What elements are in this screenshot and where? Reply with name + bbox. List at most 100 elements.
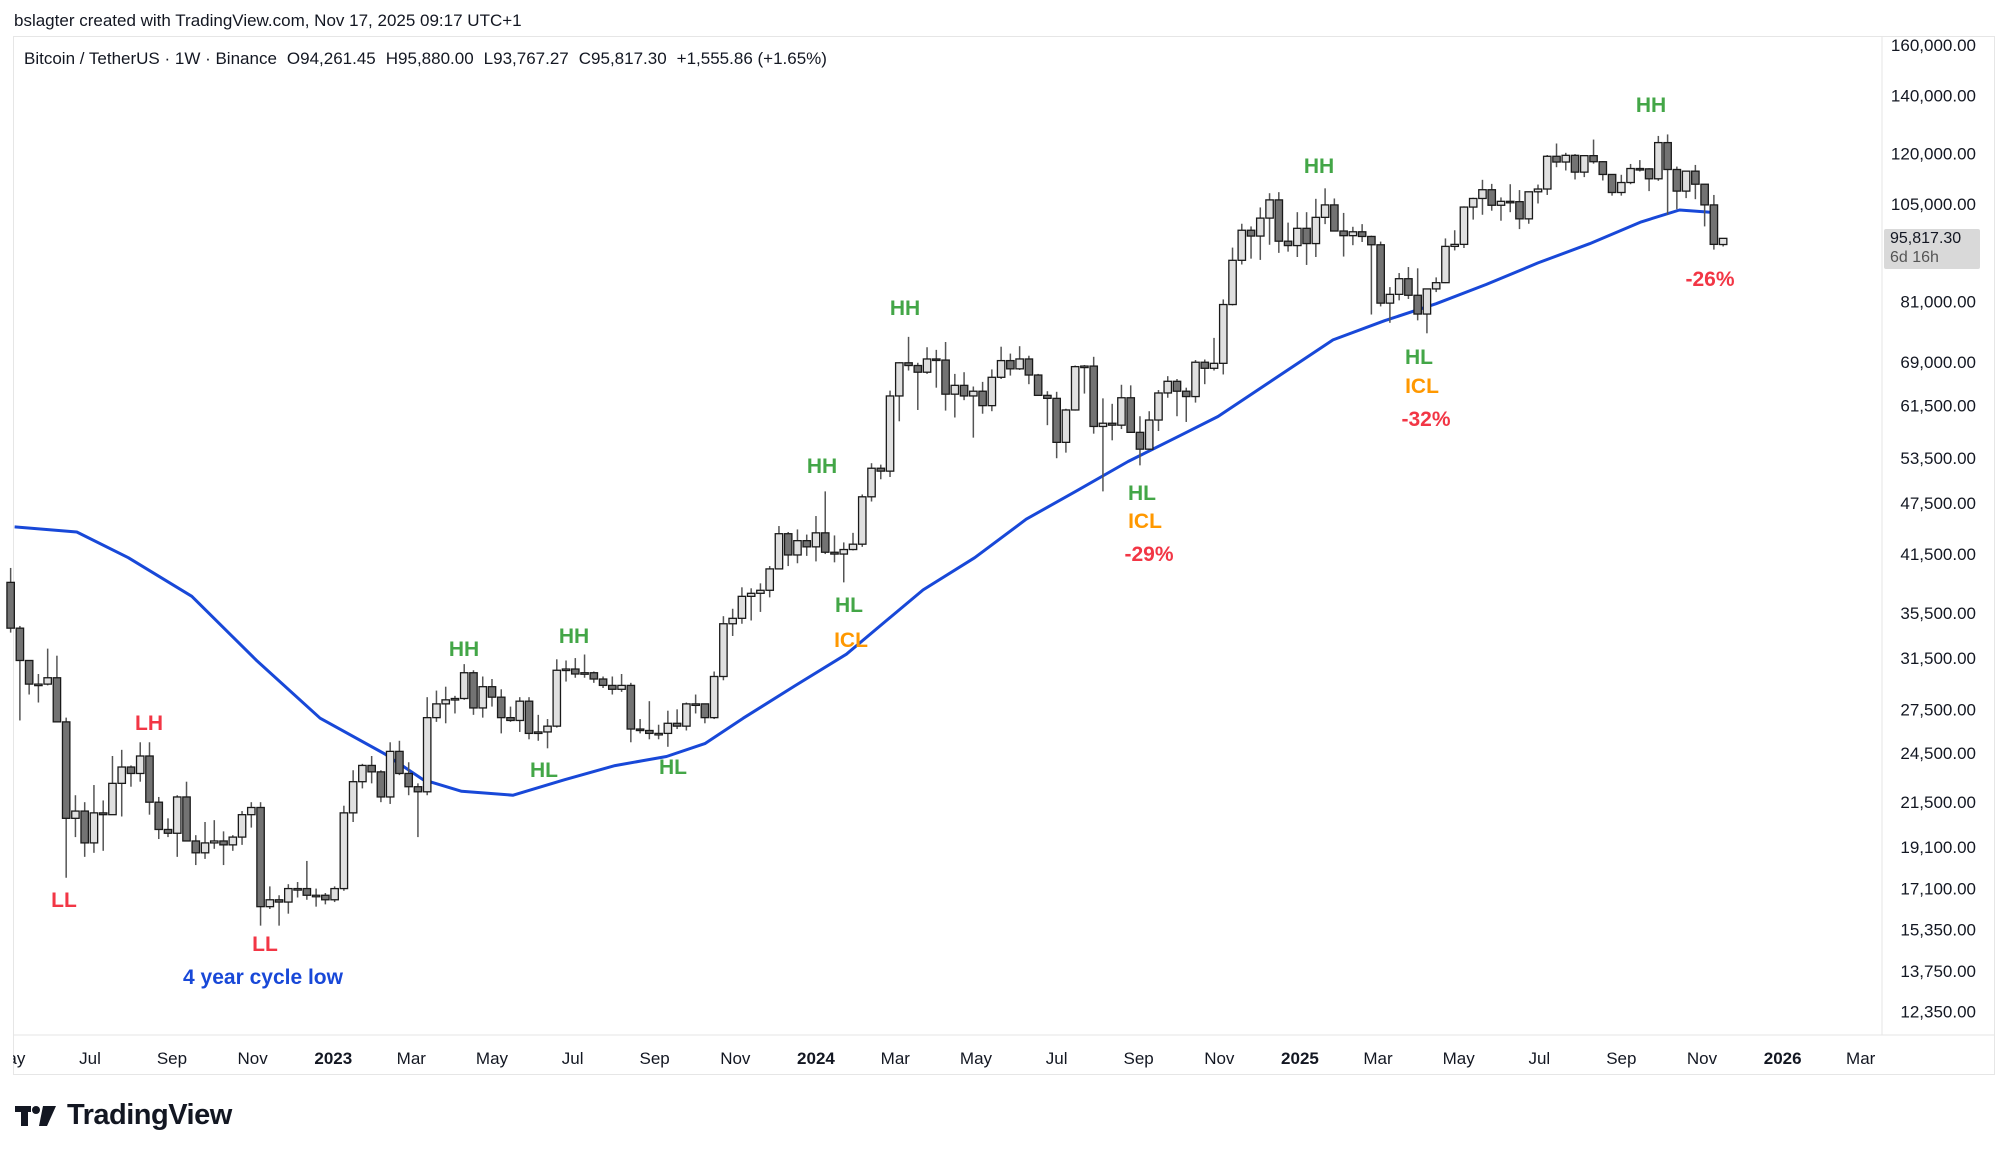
annotation-hh: HH <box>889 297 921 320</box>
last-price: 95,817.30 <box>1890 230 1962 247</box>
candle-body <box>913 364 923 373</box>
price-tick-label: 120,000.00 <box>1891 144 1976 163</box>
candle <box>793 529 802 564</box>
candle-body <box>1607 173 1617 194</box>
candle <box>376 770 386 803</box>
candle-body <box>1015 358 1024 370</box>
time-tick-label: Mar <box>881 1049 911 1068</box>
candle <box>607 676 617 695</box>
candle <box>117 749 127 817</box>
candle-body <box>376 771 386 798</box>
candle-body <box>274 899 284 903</box>
candle <box>126 765 136 787</box>
time-tick-label: Mar <box>397 1049 427 1068</box>
candle <box>191 835 201 866</box>
candle-body <box>43 677 53 685</box>
price-tick-label: 24,500.00 <box>1900 744 1976 763</box>
price-tick-label: 17,100.00 <box>1900 880 1976 899</box>
time-tick-label: Nov <box>720 1049 751 1068</box>
candle <box>802 534 812 556</box>
candle <box>1311 198 1321 257</box>
price-tick-label: 27,500.00 <box>1900 700 1976 719</box>
candle <box>1089 356 1099 434</box>
annotation-drawdown: -32% <box>1401 408 1451 431</box>
annotation-hl: HL <box>530 759 558 782</box>
candle-body <box>987 376 997 407</box>
candle <box>1644 168 1654 192</box>
candle-body <box>1404 278 1413 296</box>
candle-body <box>645 729 654 735</box>
candle <box>441 686 451 724</box>
candle <box>746 588 756 621</box>
last-price-tag: 95,817.30 6d 16h <box>1884 229 1980 269</box>
candle <box>1098 398 1108 492</box>
candle-body <box>1478 189 1487 200</box>
candle-body <box>1367 235 1376 246</box>
candle <box>1579 154 1589 178</box>
candle <box>293 882 302 898</box>
candle <box>580 654 589 678</box>
candle <box>1274 192 1284 253</box>
annotation-hh: HH <box>1635 94 1667 117</box>
candle-body <box>589 672 599 680</box>
time-axis[interactable]: May Jul Sep Nov 2023 Mar May Jul Sep Nov 2024 Mar Ma… <box>0 1040 1876 1075</box>
tradingview-logo[interactable]: TradingView <box>15 1099 232 1132</box>
candle-body <box>34 683 43 687</box>
candle <box>182 781 191 842</box>
candle-body <box>1209 362 1219 369</box>
candle <box>968 386 978 438</box>
candle-body <box>1320 204 1330 219</box>
candle-body <box>321 894 330 901</box>
candle <box>1505 184 1515 213</box>
candle <box>672 709 682 730</box>
candle <box>1672 166 1682 210</box>
candle-body <box>1468 197 1478 208</box>
candle-body <box>1043 394 1052 400</box>
candle-body <box>765 568 775 591</box>
candle-body <box>626 684 636 730</box>
candle-body <box>172 796 182 834</box>
time-tick-label: Sep <box>1124 1049 1154 1068</box>
price-axis[interactable]: 160,000.00 140,000.00 120,000.00 105,000.00… <box>1891 36 1976 1021</box>
candle-body <box>1505 200 1515 204</box>
time-tick-label: 2025 <box>1281 1049 1319 1068</box>
candle <box>1126 385 1136 433</box>
annotation-hl: HL <box>1405 346 1433 369</box>
candle <box>1561 152 1571 171</box>
candle <box>1718 237 1728 247</box>
candle-body <box>811 532 821 548</box>
candle <box>1320 188 1330 225</box>
candle-body <box>1218 303 1228 364</box>
candle <box>848 532 858 551</box>
candle-body <box>1117 397 1126 426</box>
symbol-name[interactable]: Bitcoin / TetherUS · 1W · Binance <box>24 49 277 68</box>
candle <box>256 802 265 926</box>
candle-body <box>1533 188 1543 193</box>
candle <box>1255 207 1265 260</box>
candle-body <box>1552 155 1561 163</box>
candle-body <box>1459 206 1469 246</box>
candle <box>1394 273 1404 301</box>
candle-body <box>1561 154 1571 163</box>
candle-body <box>968 390 978 397</box>
candle <box>654 724 663 740</box>
candle <box>1117 384 1126 430</box>
candle <box>1468 197 1478 220</box>
candle-body <box>635 728 645 732</box>
candle-body <box>246 806 256 816</box>
candle <box>1265 193 1274 245</box>
candle-body <box>1579 154 1589 173</box>
candle-body <box>506 716 515 722</box>
candle <box>1246 226 1256 259</box>
candle-body <box>1107 422 1117 426</box>
candle <box>737 587 747 624</box>
price-tick-label: 15,350.00 <box>1900 920 1976 939</box>
candle <box>774 526 784 570</box>
candle-body <box>191 840 201 854</box>
candle-body <box>1515 201 1524 220</box>
candle-body <box>348 781 358 814</box>
candle <box>496 689 506 734</box>
candle-body <box>793 540 802 556</box>
candle <box>950 373 960 418</box>
